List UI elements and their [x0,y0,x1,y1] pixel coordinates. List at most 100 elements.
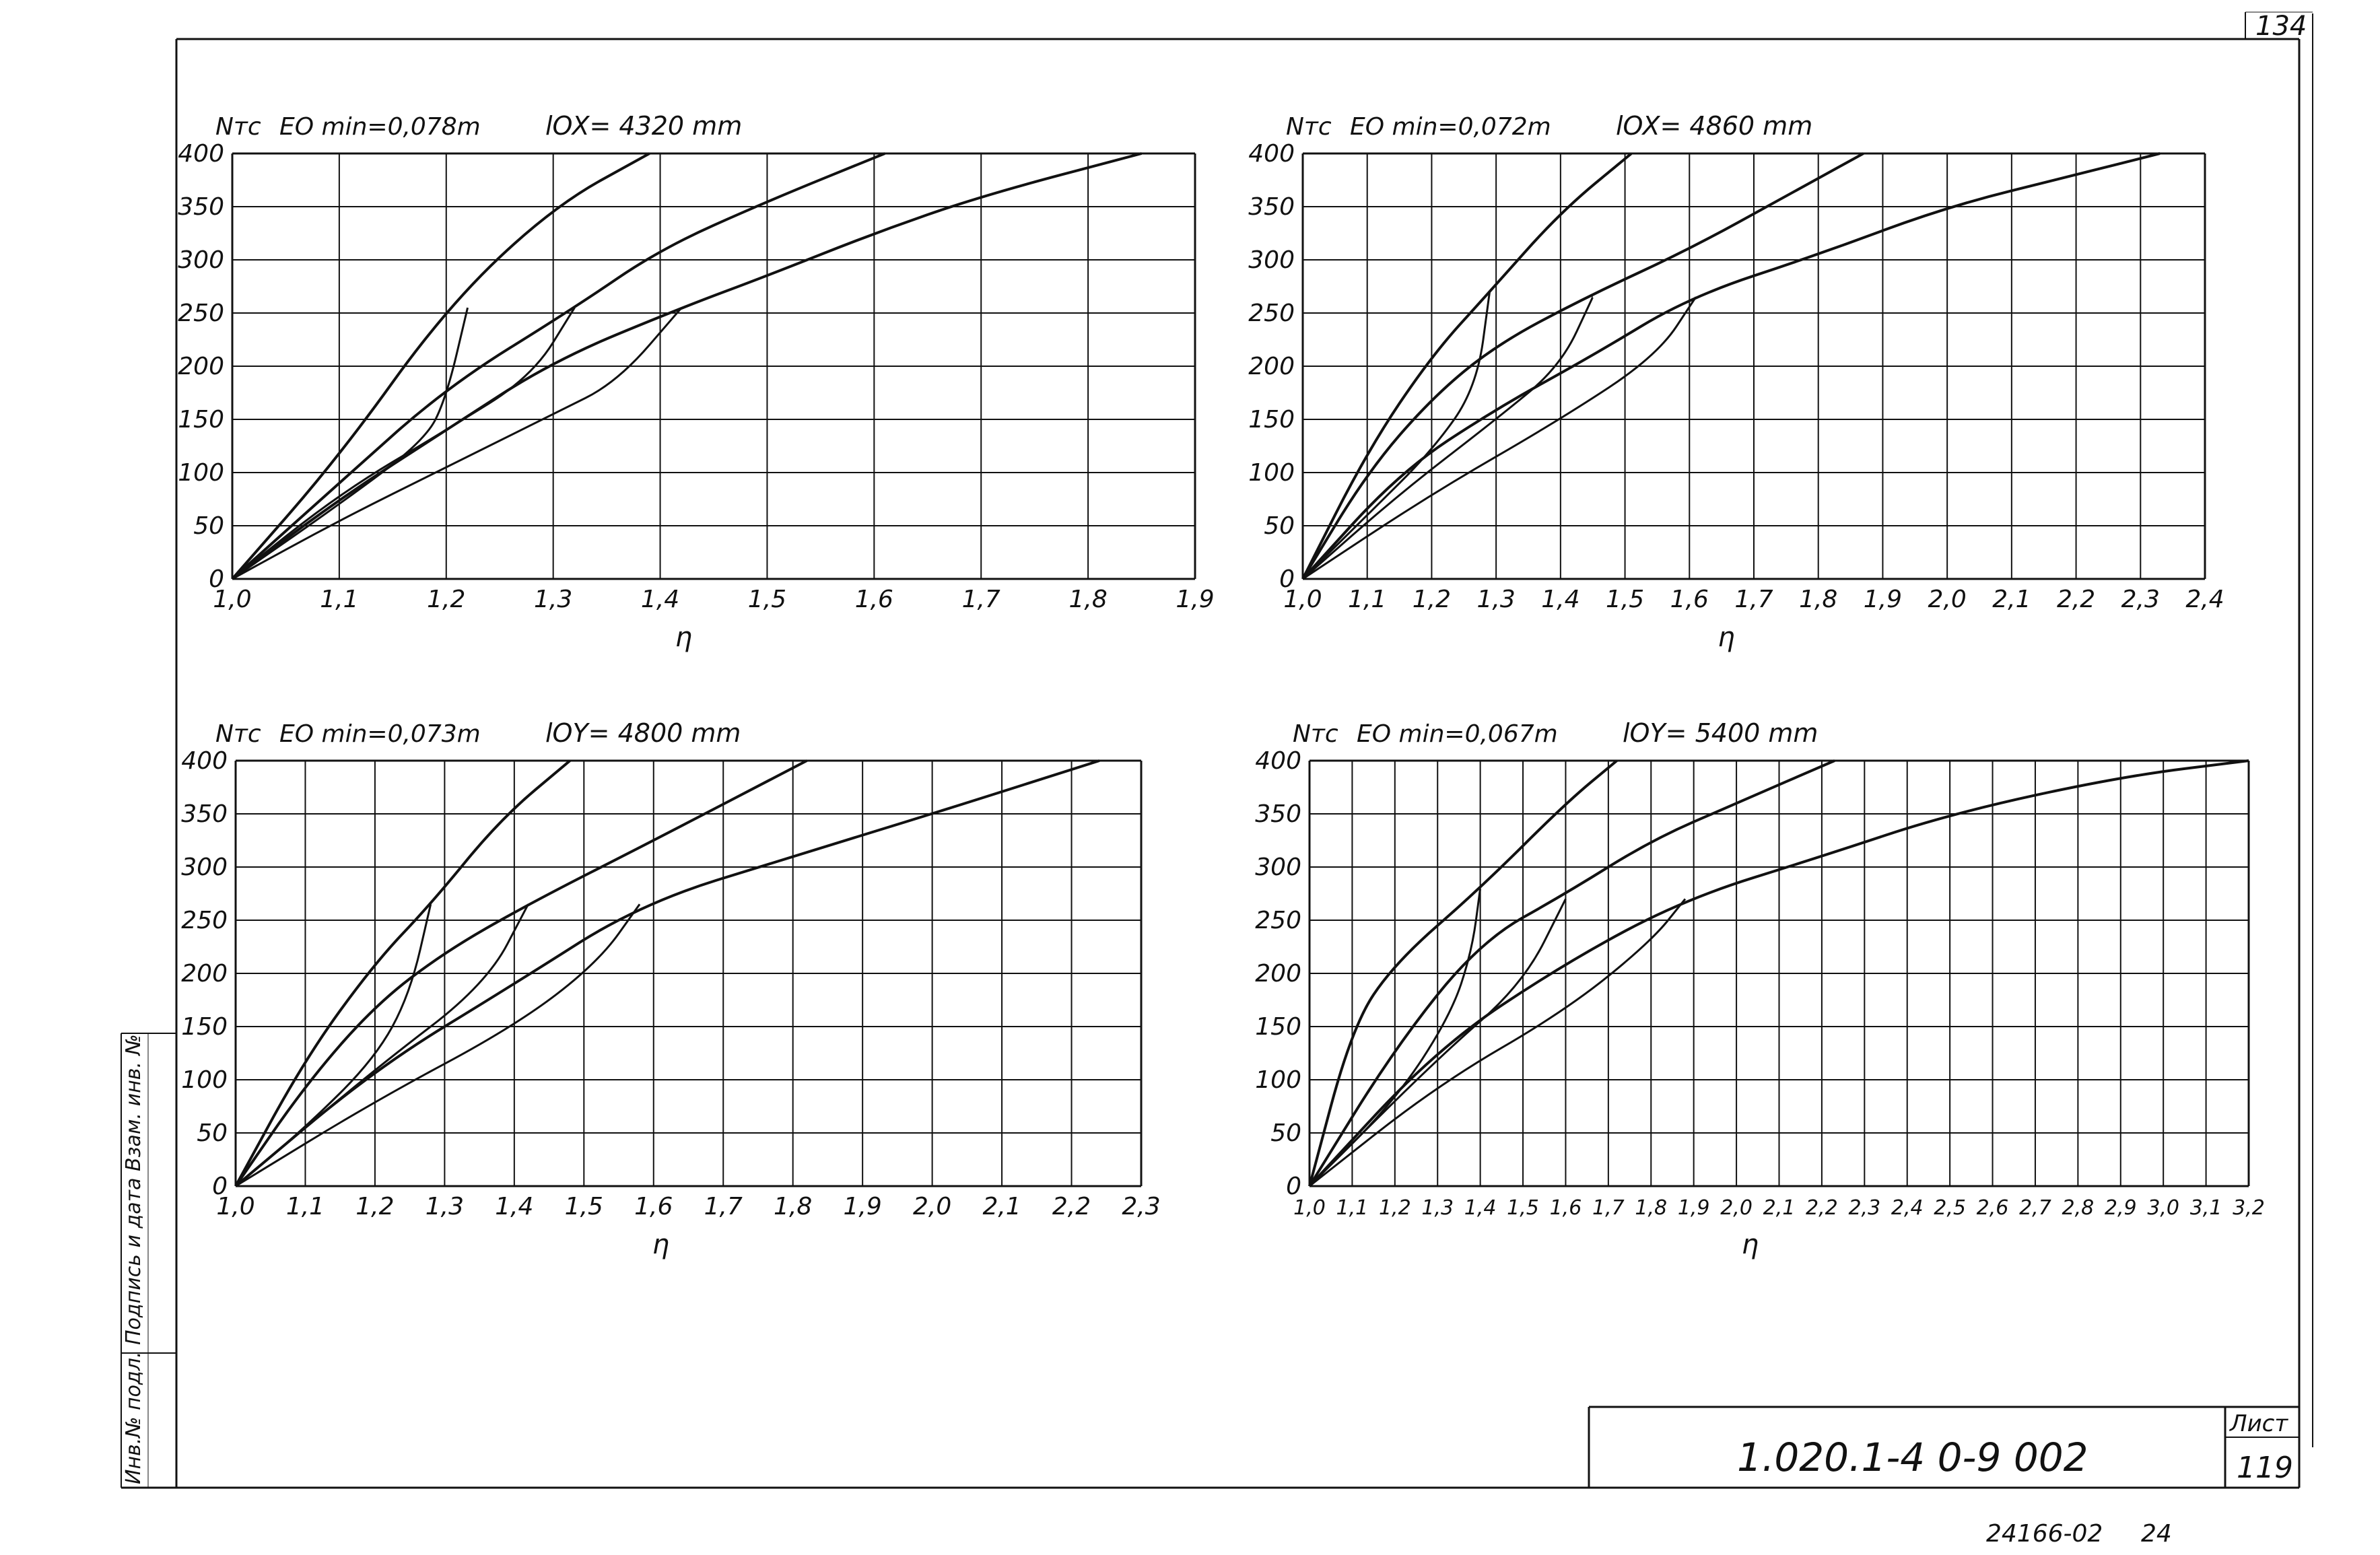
x-tick-label: 1,1 [286,1193,325,1220]
y-tick-label: 200 [178,353,224,380]
x-tick-label: 1,8 [1799,586,1837,613]
archive-suffix: 24 [2141,1520,2172,1548]
page-number: 134 [2255,11,2307,42]
y-axis-label: Nтс [215,720,261,748]
y-tick-label: 150 [181,1013,228,1041]
x-tick-label: 2,5 [1934,1196,1966,1220]
x-tick-label: 1,4 [495,1193,533,1220]
x-tick-label: 1,2 [1413,586,1451,613]
x-tick-label: 1,6 [634,1193,673,1220]
x-tick-label: 1,3 [426,1193,464,1220]
series-curve-6 [1302,296,1594,580]
series-curve-2 [1301,152,1864,580]
y-tick-label: 250 [178,300,224,327]
x-tick-label: 2,3 [2121,586,2160,613]
y-tick-label: 150 [1248,406,1295,434]
y-tick-label: 400 [1255,747,1301,775]
effective-length-label: lOX= 4860 mm [1616,111,1812,141]
series-curve-4 [235,903,641,1187]
y-tick-label: 250 [1248,300,1295,327]
y-tick-label: 350 [178,193,224,221]
y-tick-label: 350 [1248,193,1295,221]
x-tick-label: 1,8 [1635,1196,1667,1220]
x-tick-label: 1,7 [962,586,1000,613]
y-tick-label: 300 [1248,246,1295,274]
x-tick-label: 1,1 [1336,1196,1369,1220]
document-code: 1.020.1-4 0-9 002 [1737,1435,2088,1480]
y-tick-label: 50 [197,1119,228,1147]
x-tick-label: 2,3 [1122,1193,1160,1220]
y-tick-label: 50 [1264,512,1295,540]
x-tick-label: 1,6 [855,586,893,613]
effective-length-label: lOX= 4320 mm [545,111,742,141]
y-axis-label: Nтс [1286,113,1332,141]
eo-min-label: EO min=0,072m [1350,113,1551,141]
y-tick-label: 150 [178,406,224,434]
y-tick-label: 100 [1248,459,1295,487]
x-tick-label: 1,3 [1421,1196,1454,1220]
x-tick-label: 2,8 [2062,1196,2095,1220]
eo-min-label: EO min=0,078m [279,113,481,141]
archive-number: 24166-02 [1986,1520,2103,1548]
y-tick-label: 400 [181,747,228,775]
x-tick-label: 1,2 [355,1193,394,1220]
x-tick-label: 1,0 [1293,1196,1326,1220]
x-axis-label: η [675,622,692,653]
series-curve-6 [1308,898,1567,1187]
x-tick-label: 1,7 [1592,1196,1625,1220]
x-tick-label: 1,3 [534,586,572,613]
x-tick-label: 1,0 [213,586,251,613]
y-axis-label: Nтс [1293,720,1338,748]
series-curve-4 [1302,296,1697,580]
x-tick-label: 1,8 [774,1193,812,1220]
x-tick-label: 1,6 [1670,586,1709,613]
y-tick-label: 350 [1255,800,1301,828]
x-tick-label: 1,2 [427,586,465,613]
eo-min-label: EO min=0,067m [1357,720,1558,748]
y-tick-label: 200 [1255,960,1301,988]
series-curve-2 [231,152,885,580]
x-tick-label: 2,2 [1806,1196,1838,1220]
series-curve-4 [232,307,683,580]
x-tick-label: 1,4 [641,586,679,613]
effective-length-label: lOY= 4800 mm [545,718,741,748]
y-tick-label: 200 [181,960,228,988]
x-tick-label: 2,0 [913,1193,951,1220]
y-tick-label: 0 [209,565,224,593]
side-stamp-text: Инв.№ подл. Подпись и дата Взам. инв. № [122,1034,145,1484]
y-tick-label: 400 [1248,140,1295,168]
x-tick-label: 1,7 [1734,586,1773,613]
series-curve-3 [1308,759,2249,1187]
series-curve-2 [234,759,808,1187]
x-tick-label: 1,4 [1464,1196,1497,1220]
x-tick-label: 2,7 [2019,1196,2051,1220]
x-tick-label: 2,2 [2057,586,2095,613]
x-tick-label: 3,2 [2233,1196,2265,1220]
series-curve-1 [1308,759,1618,1187]
x-axis-label: η [652,1229,669,1260]
y-tick-label: 0 [212,1173,228,1200]
x-tick-label: 1,1 [1348,586,1386,613]
eo-min-label: EO min=0,073m [279,720,481,748]
y-tick-label: 50 [1270,1119,1301,1147]
y-tick-label: 100 [1255,1066,1301,1094]
x-tick-label: 1,8 [1068,586,1107,613]
x-tick-label: 1,9 [1864,586,1902,613]
series-curve-1 [231,152,650,580]
y-tick-label: 0 [1286,1173,1301,1200]
x-tick-label: 2,0 [1720,1196,1753,1220]
y-tick-label: 250 [181,907,228,934]
y-tick-label: 150 [1255,1013,1301,1041]
x-tick-label: 3,0 [2147,1196,2179,1220]
x-tick-label: 2,0 [1928,586,1967,613]
x-axis-label: η [1742,1229,1759,1260]
series-curve-6 [235,903,529,1187]
x-tick-label: 1,1 [320,586,358,613]
x-tick-label: 1,0 [216,1193,254,1220]
series-curve-6 [232,307,576,580]
series-curve-5 [1301,291,1491,580]
x-tick-label: 1,5 [1606,586,1644,613]
x-tick-label: 2,1 [982,1193,1021,1220]
y-tick-label: 100 [181,1066,228,1094]
y-tick-label: 350 [181,800,228,828]
